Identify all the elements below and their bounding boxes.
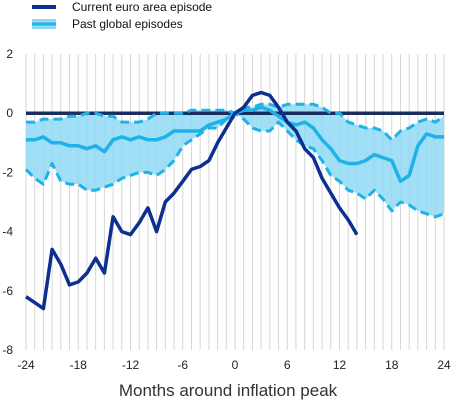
x-tick-label: 6 bbox=[284, 358, 291, 372]
y-tick-label: -8 bbox=[2, 343, 13, 357]
series-current-line bbox=[25, 90, 359, 311]
grid bbox=[25, 54, 445, 350]
y-tick-label: 0 bbox=[6, 106, 13, 120]
x-tick-label: -24 bbox=[17, 358, 35, 372]
legend: Current euro area episode Past global ep… bbox=[32, 0, 212, 31]
y-tick-label: -2 bbox=[2, 165, 13, 179]
x-tick-label: 0 bbox=[232, 358, 239, 372]
x-tick-label: 18 bbox=[385, 358, 399, 372]
x-axis-title: Months around inflation peak bbox=[119, 381, 338, 400]
past-episodes-band bbox=[26, 104, 444, 217]
y-tick-label: 2 bbox=[6, 47, 13, 61]
series-lines bbox=[24, 90, 445, 311]
legend-label-past: Past global episodes bbox=[72, 17, 183, 31]
x-tick-label: 12 bbox=[333, 358, 347, 372]
x-tick-label: -6 bbox=[177, 358, 188, 372]
y-axis-ticks: 2 0 -2 -4 -6 -8 bbox=[2, 47, 13, 357]
legend-label-current: Current euro area episode bbox=[72, 0, 212, 14]
band-area bbox=[26, 104, 444, 217]
x-tick-label: -18 bbox=[70, 358, 88, 372]
x-tick-label: 24 bbox=[437, 358, 451, 372]
x-axis-ticks: -24 -18 -12 -6 0 6 12 18 24 bbox=[17, 358, 451, 372]
x-tick-label: -12 bbox=[122, 358, 140, 372]
y-tick-label: -4 bbox=[2, 225, 13, 239]
y-tick-label: -6 bbox=[2, 284, 13, 298]
